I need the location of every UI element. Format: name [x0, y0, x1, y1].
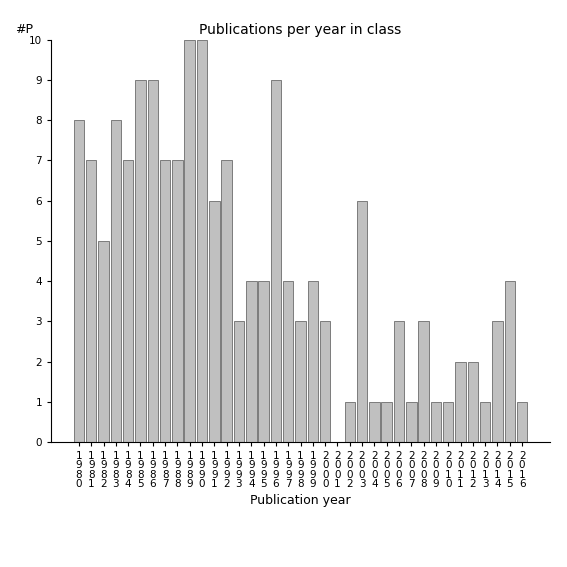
Bar	[517, 402, 527, 442]
Bar	[492, 321, 503, 442]
Bar	[418, 321, 429, 442]
Bar	[455, 362, 466, 442]
Bar	[86, 160, 96, 442]
Bar	[197, 40, 208, 442]
Bar	[382, 402, 392, 442]
Bar	[320, 321, 331, 442]
Bar	[74, 120, 84, 442]
Bar	[270, 80, 281, 442]
Bar	[505, 281, 515, 442]
Bar	[222, 160, 232, 442]
Bar	[369, 402, 379, 442]
Bar	[283, 281, 294, 442]
Bar	[443, 402, 454, 442]
Bar	[234, 321, 244, 442]
Bar	[357, 201, 367, 442]
Bar	[480, 402, 490, 442]
Bar	[307, 281, 318, 442]
Bar	[259, 281, 269, 442]
Bar	[431, 402, 441, 442]
X-axis label: Publication year: Publication year	[250, 494, 351, 507]
Bar	[111, 120, 121, 442]
Bar	[246, 281, 256, 442]
Bar	[345, 402, 355, 442]
Bar	[136, 80, 146, 442]
Bar	[393, 321, 404, 442]
Bar	[98, 241, 109, 442]
Title: Publications per year in class: Publications per year in class	[200, 23, 401, 37]
Y-axis label: #P: #P	[15, 23, 32, 36]
Bar	[172, 160, 183, 442]
Bar	[209, 201, 219, 442]
Bar	[468, 362, 478, 442]
Bar	[406, 402, 417, 442]
Bar	[184, 40, 195, 442]
Bar	[123, 160, 133, 442]
Bar	[295, 321, 306, 442]
Bar	[160, 160, 170, 442]
Bar	[147, 80, 158, 442]
